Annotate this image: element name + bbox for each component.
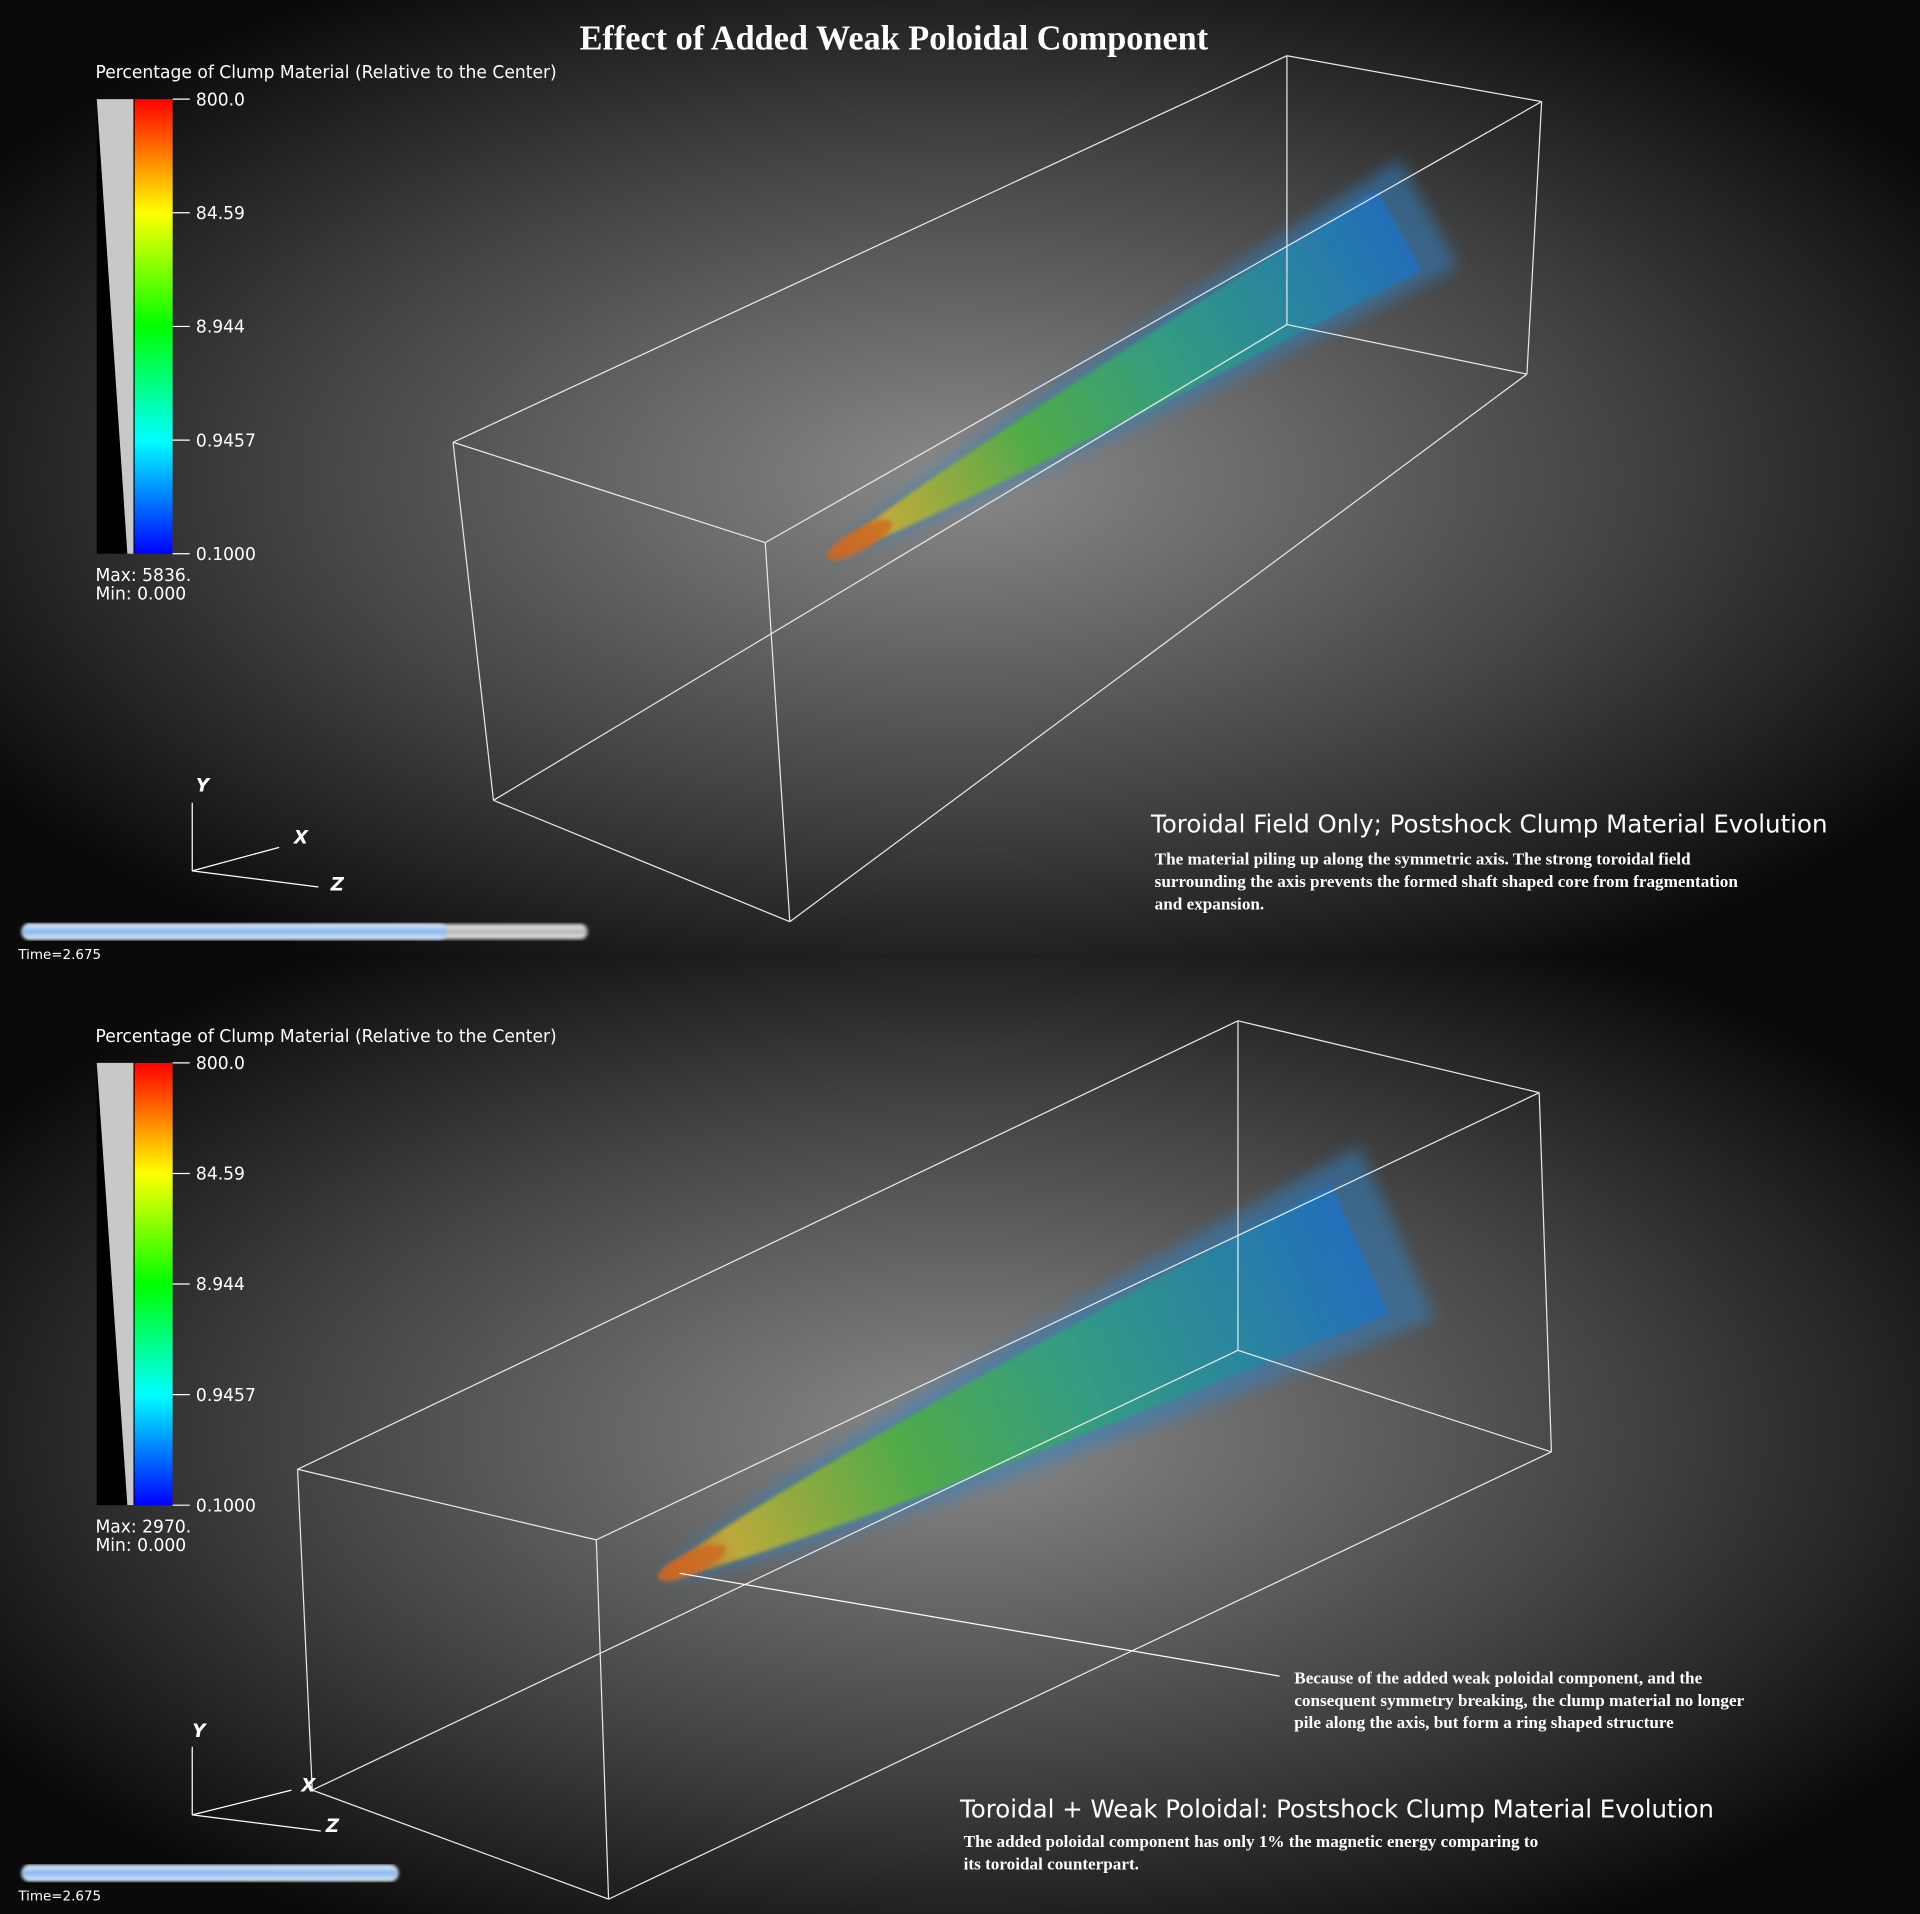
domain-box-edge	[311, 1349, 1239, 1791]
plume-body	[832, 189, 1422, 556]
axis-line	[192, 870, 319, 888]
description-line: surrounding the axis prevents the formed…	[1155, 872, 1739, 891]
main-title: Effect of Added Weak Poloidal Component	[580, 19, 1209, 57]
clump-plume	[657, 1146, 1436, 1582]
domain-box-edge	[297, 1468, 597, 1541]
colorbar-label: 0.9457	[196, 1386, 256, 1406]
time-label: Time=2.675	[17, 947, 101, 963]
plume-core	[657, 1544, 726, 1582]
colorbar-label: 84.59	[196, 204, 245, 224]
domain-box-edge	[789, 373, 1528, 923]
axis-label: Z	[325, 1816, 340, 1837]
domain-box-edge	[296, 1469, 313, 1791]
annotation-line: consequent symmetry breaking, the clump …	[1294, 1691, 1744, 1710]
colorbar-label: 8.944	[196, 318, 245, 338]
max-label: Max: 5836.	[96, 566, 192, 586]
colorbar-label: 800.0	[196, 90, 245, 110]
annotation-line: Because of the added weak poloidal compo…	[1294, 1668, 1702, 1687]
min-label: Min: 0.000	[96, 1536, 187, 1556]
domain-box-edge	[596, 1092, 1540, 1541]
min-label: Min: 0.000	[96, 585, 187, 605]
axis-label: X	[300, 1775, 316, 1796]
time-progress	[22, 924, 447, 940]
domain-box-edge	[452, 55, 1288, 443]
domain-box-edge	[452, 442, 495, 801]
colorbar-label: 84.59	[196, 1165, 245, 1185]
domain-box-edge	[1526, 101, 1543, 375]
panel-heading: Toroidal + Weak Poloidal: Postshock Clum…	[959, 1794, 1714, 1823]
domain-box-edge	[493, 324, 1288, 801]
axis-label: Z	[330, 875, 345, 896]
axis-label: X	[293, 828, 309, 849]
description-line: The material piling up along the symmetr…	[1155, 850, 1691, 869]
domain-box-edge	[452, 441, 766, 544]
colorbar-label: 0.1000	[196, 545, 256, 565]
colorbar-label: 0.1000	[196, 1496, 256, 1516]
time-label: Time=2.675	[17, 1888, 101, 1904]
colorbar-label: 8.944	[196, 1275, 245, 1295]
legend-title: Percentage of Clump Material (Relative t…	[96, 63, 557, 83]
domain-box-edge	[1237, 1349, 1552, 1453]
axis-label: Y	[192, 1721, 207, 1742]
panel-heading: Toroidal Field Only; Postshock Clump Mat…	[1150, 809, 1827, 838]
domain-box-edge	[493, 799, 791, 923]
domain-box-edge	[297, 1020, 1239, 1470]
domain-box-edge	[312, 1789, 609, 1900]
time-progress	[22, 1865, 398, 1881]
plume-core	[826, 519, 893, 561]
description-line: The added poloidal component has only 1%…	[964, 1832, 1538, 1851]
plume-body	[663, 1184, 1389, 1577]
opacity-wedge	[96, 99, 134, 554]
axis-line	[192, 846, 280, 872]
domain-box-edge	[1286, 55, 1542, 103]
domain-box-edge	[764, 542, 791, 922]
domain-box-edge	[595, 1539, 610, 1900]
domain-box-edge	[608, 1451, 1552, 1900]
domain-box-edge	[1286, 323, 1528, 375]
colorbar	[134, 1062, 173, 1506]
annotation-leader	[679, 1572, 1280, 1677]
colorbar	[134, 99, 173, 554]
domain-box-edge	[1237, 1020, 1540, 1094]
axis-line	[192, 1814, 321, 1832]
clump-plume	[826, 159, 1459, 561]
colorbar-label: 0.9457	[196, 431, 256, 451]
max-label: Max: 2970.	[96, 1517, 192, 1537]
description-line: and expansion.	[1155, 894, 1265, 913]
description-line: its toroidal counterpart.	[964, 1854, 1139, 1873]
domain-box-edge	[1538, 1092, 1553, 1452]
domain-box-edge	[765, 101, 1542, 544]
colorbar-label: 800.0	[196, 1054, 245, 1074]
legend-title: Percentage of Clump Material (Relative t…	[96, 1027, 557, 1047]
annotation-line: pile along the axis, but form a ring sha…	[1294, 1713, 1674, 1732]
axis-line	[192, 1789, 292, 1816]
axis-label: Y	[196, 776, 211, 797]
opacity-wedge	[96, 1062, 134, 1506]
